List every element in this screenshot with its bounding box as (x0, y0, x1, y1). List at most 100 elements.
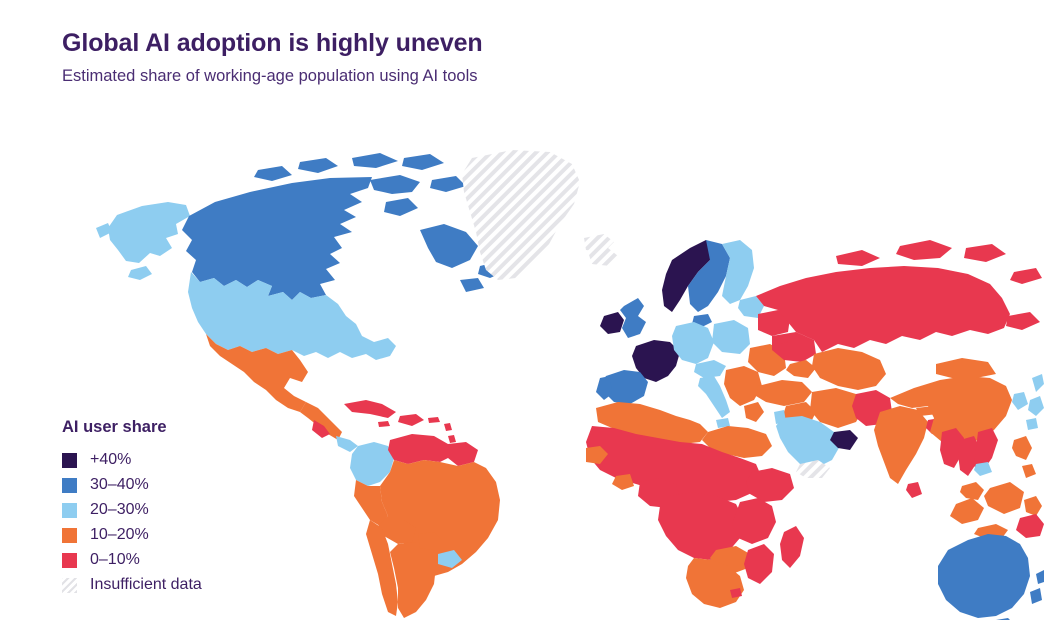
region-iran (810, 388, 864, 428)
region-philippines (1012, 436, 1036, 478)
region-colombia (350, 442, 394, 486)
region-madagascar (780, 526, 804, 568)
region-sri-lanka (906, 482, 922, 498)
region-sulawesi (1024, 496, 1042, 516)
world-map-svg (96, 150, 1044, 620)
region-vietnam-laos (974, 428, 998, 472)
region-mongolia (936, 358, 996, 378)
region-russia (756, 240, 1042, 352)
page-subtitle: Estimated share of working-age populatio… (62, 67, 478, 85)
region-hispaniola (398, 414, 424, 426)
region-central-africa (658, 492, 744, 560)
legend-item-30-40[interactable]: 30–40% (62, 473, 292, 498)
region-united-kingdom (620, 298, 646, 338)
legend-item-insufficient-data[interactable]: Insufficient data (62, 573, 292, 598)
legend-swatch-plus-40 (62, 452, 77, 468)
region-canada (182, 153, 466, 300)
region-saudi-arabia (776, 416, 840, 468)
legend-label-0-10: 0–10% (90, 551, 140, 569)
region-horn-of-africa (746, 468, 794, 502)
legend-label-10-20: 10–20% (90, 526, 149, 544)
region-india (874, 406, 928, 484)
region-central-asia (812, 348, 886, 390)
region-costa-rica-panama (312, 420, 330, 438)
region-united-states (188, 272, 396, 360)
region-southern-africa (686, 558, 744, 608)
region-finland (722, 240, 754, 304)
legend-title: AI user share (62, 418, 167, 436)
region-chile (366, 520, 398, 616)
region-east-africa (732, 498, 776, 544)
region-ireland (600, 312, 624, 334)
legend-swatch-20-30 (62, 502, 77, 518)
region-greece (744, 402, 764, 422)
region-papua-new-guinea (1016, 514, 1044, 538)
region-java (974, 524, 1008, 538)
legend-label-30-40: 30–40% (90, 476, 149, 494)
region-north-africa-morocco (596, 402, 708, 444)
region-italy (698, 376, 730, 418)
region-mexico (206, 334, 308, 412)
region-west-africa-coast (586, 446, 608, 464)
region-alaska (96, 202, 190, 280)
region-malaysia (960, 482, 984, 500)
legend-swatch-0-10 (62, 552, 77, 568)
region-iceland (588, 248, 618, 266)
region-sweden (688, 240, 730, 312)
region-caucasus (786, 360, 816, 378)
region-baltic-states (738, 296, 764, 318)
region-myanmar (940, 428, 964, 468)
region-greenland (462, 150, 580, 280)
region-egypt-libya (702, 426, 772, 458)
region-balkans (724, 366, 762, 406)
region-yemen (796, 460, 830, 478)
region-puerto-rico (428, 417, 440, 423)
region-poland-czech (712, 320, 750, 354)
region-belarus (758, 310, 790, 336)
legend-item-10-20[interactable]: 10–20% (62, 523, 292, 548)
region-argentina (390, 542, 436, 618)
legend-item-20-30[interactable]: 20–30% (62, 498, 292, 523)
region-sahel (586, 426, 762, 502)
legend-label-insufficient-data: Insufficient data (90, 576, 202, 594)
region-uruguay (438, 550, 462, 568)
region-spain (602, 370, 648, 404)
map-legend: AI user share +40% 30–40% 20–30% 10–20% … (62, 418, 292, 598)
region-germany-benelux (672, 322, 714, 364)
region-alps-austria (694, 360, 726, 378)
region-paraguay (418, 532, 442, 550)
legend-item-0-10[interactable]: 0–10% (62, 548, 292, 573)
legend-swatch-30-40 (62, 477, 77, 493)
region-ghana-togo (612, 474, 634, 490)
region-jamaica (378, 421, 390, 427)
region-portugal (596, 376, 612, 400)
page-title: Global AI adoption is highly uneven (62, 29, 483, 57)
region-peru (354, 480, 388, 526)
legend-swatch-10-20 (62, 527, 77, 543)
legend-swatch-insufficient-data (62, 577, 77, 593)
region-new-zealand (1030, 570, 1044, 604)
legend-label-20-30: 20–30% (90, 501, 149, 519)
region-norway (662, 240, 716, 312)
region-sumatra (950, 498, 984, 524)
region-turkey (756, 380, 812, 406)
region-mozambique (744, 544, 774, 584)
region-moldova-small (776, 334, 788, 344)
region-australia (938, 534, 1030, 618)
region-korea (1012, 392, 1028, 410)
region-lesser-antilles (444, 423, 456, 443)
legend-item-plus-40[interactable]: +40% (62, 448, 292, 473)
region-japan (1026, 374, 1044, 430)
region-guyanas (448, 442, 478, 466)
region-cambodia (974, 462, 992, 476)
region-canada-east (420, 224, 504, 292)
region-lesotho (730, 588, 742, 598)
region-china (890, 376, 1012, 446)
region-cuba (344, 400, 396, 418)
region-france (632, 340, 680, 382)
region-sicily (716, 418, 730, 428)
region-iceland-2 (584, 234, 614, 252)
region-central-america (300, 402, 342, 440)
world-choropleth-map (0, 120, 1044, 620)
